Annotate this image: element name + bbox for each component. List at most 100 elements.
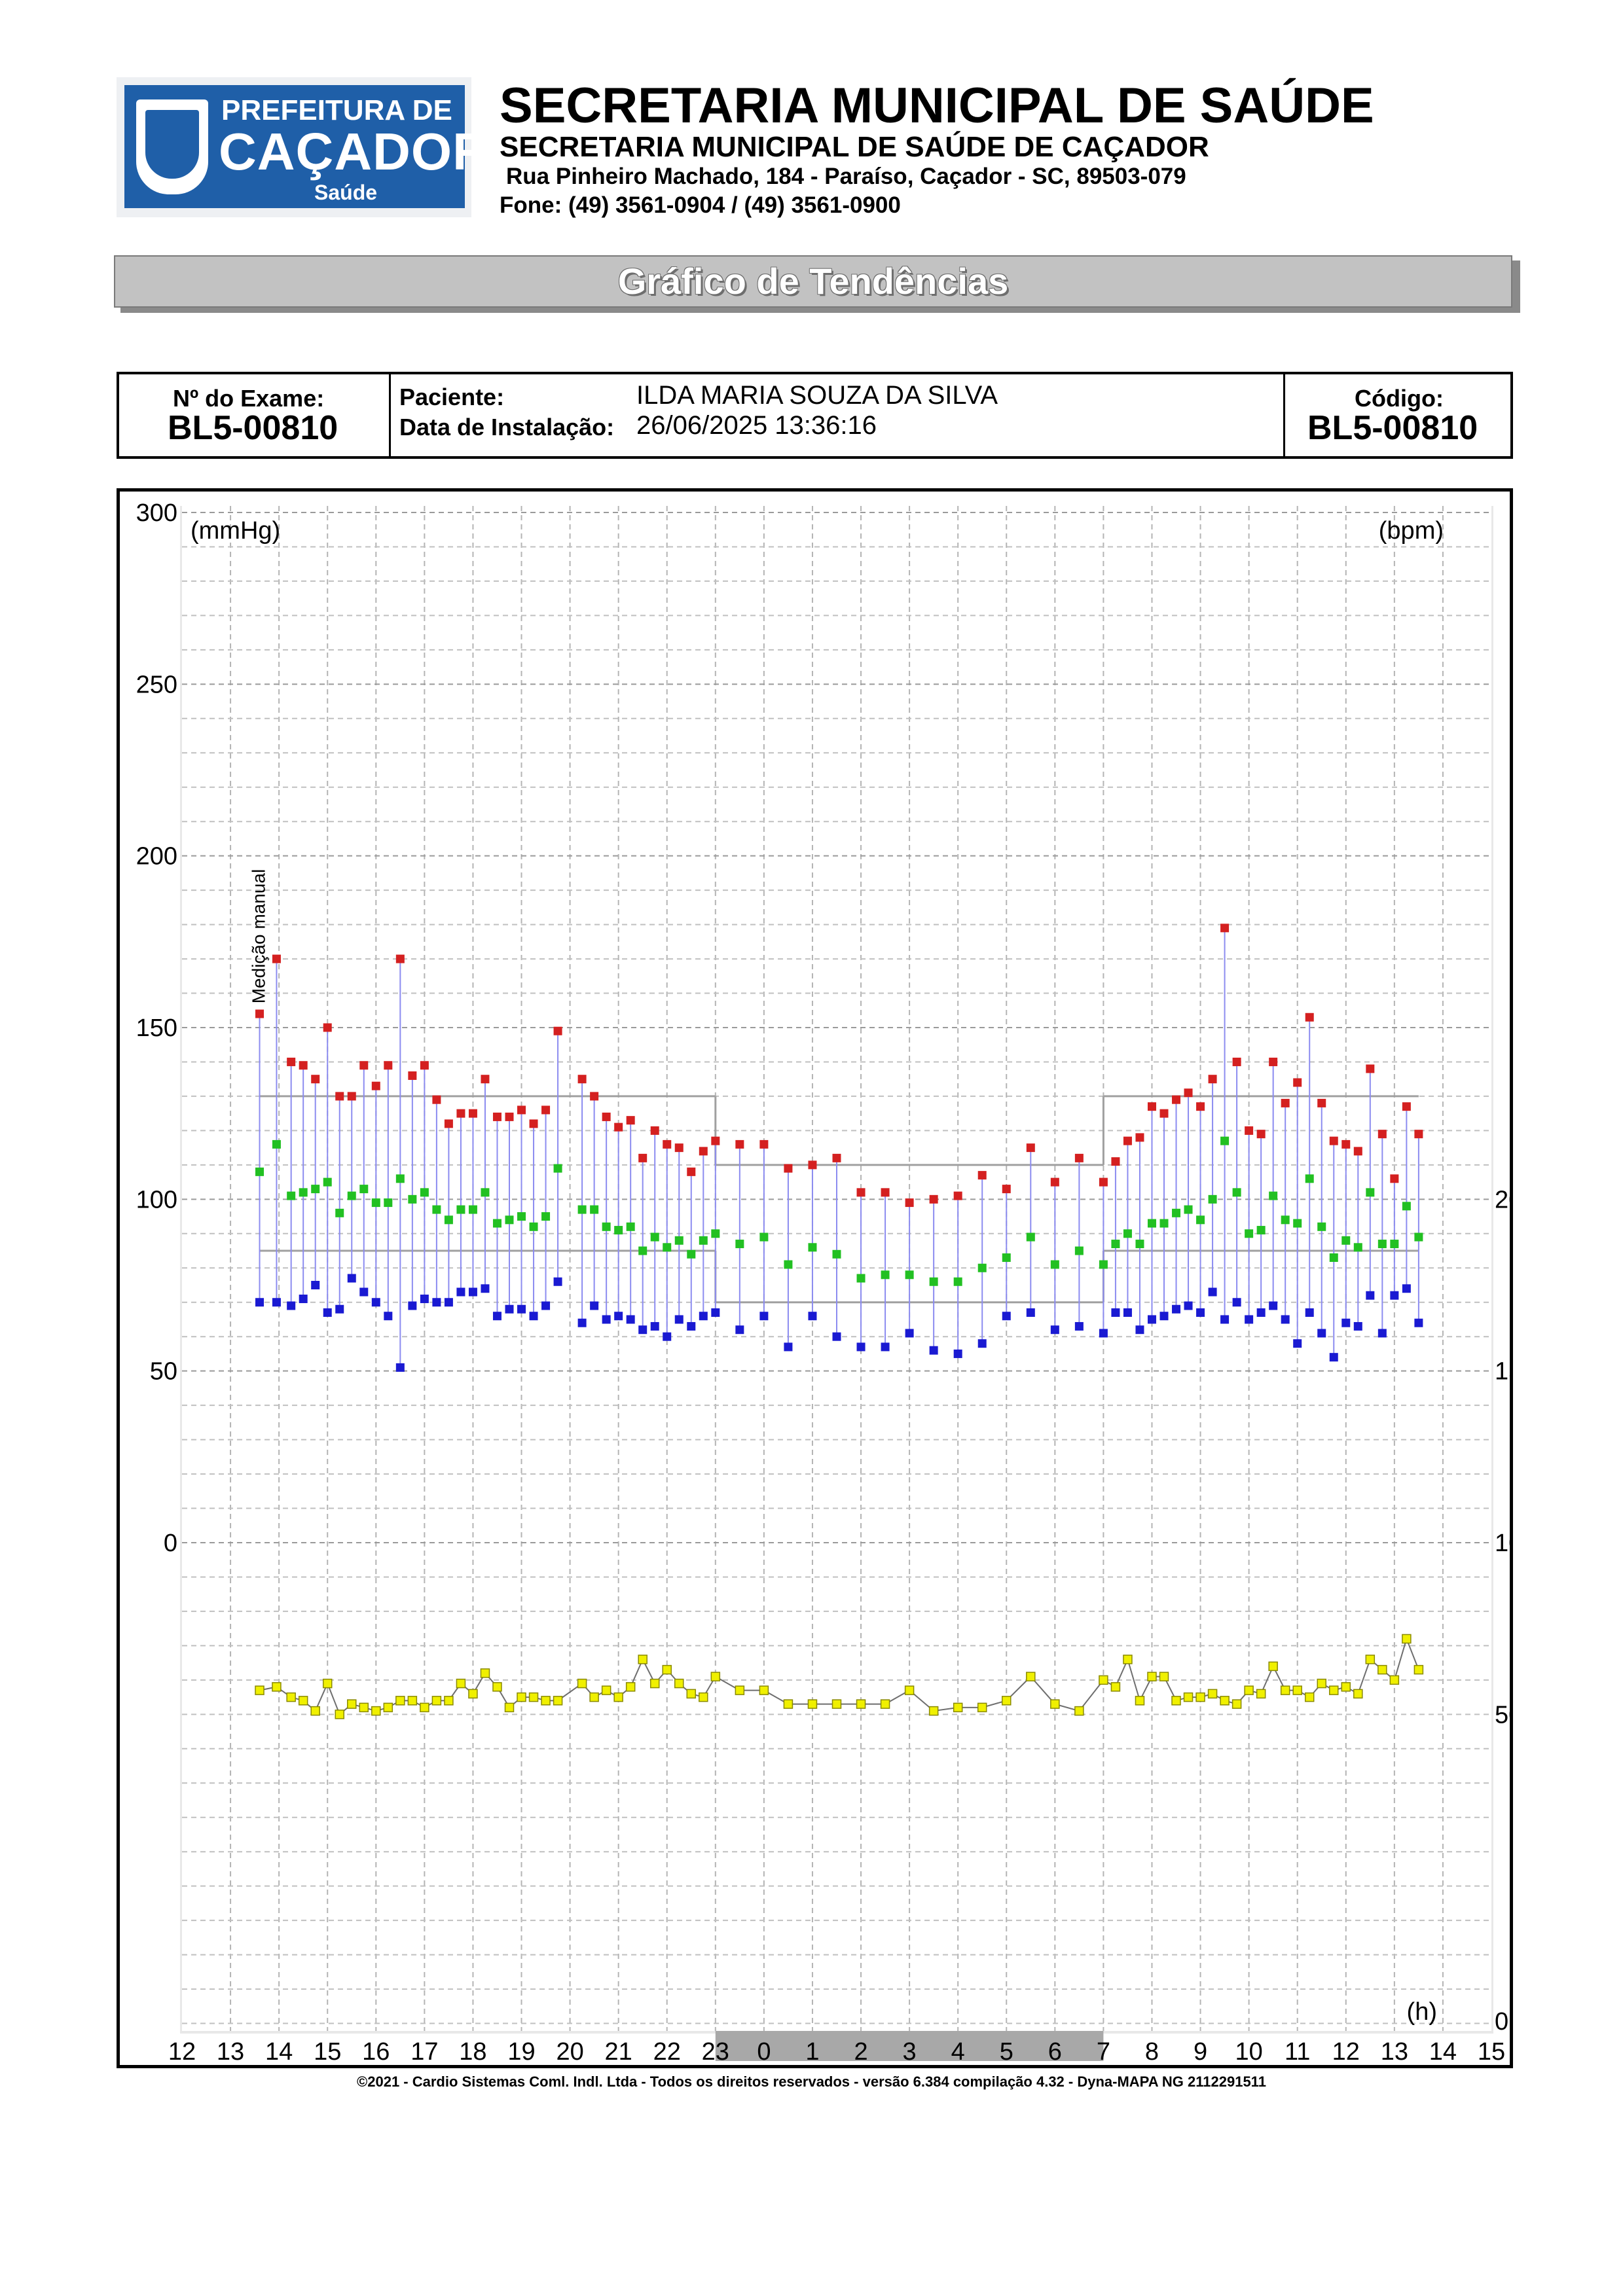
heart-rate-point [420,1702,429,1713]
x-axis-tick-label: 12 [1332,2038,1360,2065]
mean-point [687,1249,696,1259]
left-axis-tick-label: 300 [136,499,177,527]
mean-point [808,1243,817,1252]
diastolic-point [517,1304,526,1314]
mean-point [1172,1208,1181,1217]
heart-rate-point [1268,1661,1278,1672]
systolic-point [505,1112,514,1121]
systolic-point [529,1119,538,1128]
right-axis-tick-label: 150 [1495,1358,1510,1386]
heart-rate-point [686,1689,697,1699]
diastolic-point [929,1346,938,1355]
heart-rate-point [528,1692,539,1702]
heart-rate-point [383,1702,393,1713]
systolic-point [1208,1075,1217,1084]
diastolic-point [699,1312,708,1321]
diastolic-point [905,1329,914,1338]
systolic-point [335,1092,344,1101]
systolic-point [881,1188,890,1197]
x-axis-tick-label: 6 [1048,2038,1062,2065]
diastolic-point [1269,1301,1278,1310]
x-axis-tick-label: 1 [805,2038,819,2065]
mean-point [1002,1253,1011,1263]
mean-point [420,1188,429,1197]
systolic-point [1353,1147,1362,1156]
systolic-point [602,1112,611,1121]
diastolic-point [395,1363,405,1372]
left-axis-tick-label: 250 [136,671,177,698]
x-axis-tick-label: 2 [854,2038,867,2065]
diastolic-point [638,1325,647,1335]
x-axis-tick-label: 3 [903,2038,917,2065]
systolic-point [614,1122,623,1132]
x-axis-tick-label: 7 [1097,2038,1110,2065]
mean-point [1414,1232,1423,1242]
diastolic-point [432,1298,441,1307]
heart-rate-point [1220,1696,1230,1706]
mean-point [856,1274,866,1283]
diastolic-point [1366,1291,1375,1300]
systolic-point [553,1026,562,1035]
mean-point [1293,1219,1302,1228]
mean-point [1317,1222,1326,1231]
patient-label: Paciente: [399,384,505,410]
systolic-point [699,1147,708,1156]
diastolic-point [577,1318,587,1327]
heart-rate-point [1207,1689,1218,1699]
diastolic-point [674,1315,684,1324]
heart-rate-point [1159,1672,1169,1681]
right-axis-unit: (bpm) [1379,517,1444,545]
mean-point [272,1139,281,1149]
right-axis-tick-label: 200 [1495,1186,1510,1213]
diastolic-point [359,1287,369,1297]
heart-rate-point [783,1699,793,1709]
diastolic-point [614,1312,623,1321]
heart-rate-point [1365,1655,1376,1664]
systolic-point [1135,1133,1144,1142]
mean-point [1184,1205,1193,1214]
diastolic-point [347,1274,356,1283]
x-axis-tick-label: 8 [1145,2038,1159,2065]
heart-rate-point [1050,1699,1060,1709]
mean-point [590,1205,599,1214]
heart-rate-point [1026,1672,1036,1681]
code-label: Código: [1355,385,1444,412]
systolic-point [517,1105,526,1115]
diastolic-point [808,1312,817,1321]
x-axis-tick-label: 20 [556,2038,583,2065]
systolic-point [953,1191,962,1200]
left-axis-tick-label: 50 [150,1358,177,1386]
systolic-point [1147,1102,1156,1111]
info-divider [389,374,391,456]
diastolic-point [456,1287,465,1297]
mean-point [1111,1240,1120,1249]
logo-line-2: CAÇADOR [219,122,491,181]
heart-rate-point [977,1702,987,1713]
systolic-point [347,1092,356,1101]
systolic-point [468,1109,477,1118]
systolic-point [1414,1130,1423,1139]
mean-point [977,1263,987,1272]
heart-rate-point [1074,1706,1084,1716]
diastolic-point [735,1325,744,1335]
mean-point [1123,1229,1132,1238]
mean-point [299,1188,308,1197]
systolic-point [1256,1130,1266,1139]
header-address: Rua Pinheiro Machado, 184 - Paraíso, Caç… [506,164,1186,189]
heart-rate-point [298,1696,308,1706]
x-axis-tick-label: 22 [653,2038,681,2065]
x-axis-tick-label: 14 [1429,2038,1457,2065]
header-title: SECRETARIA MUNICIPAL DE SAÚDE [500,78,1374,134]
mean-point [1353,1243,1362,1252]
heart-rate-point [1123,1655,1133,1664]
x-axis-tick-label: 23 [702,2038,729,2065]
diastolic-point [602,1315,611,1324]
systolic-point [638,1153,647,1162]
diastolic-point [505,1304,514,1314]
diastolic-point [1281,1315,1290,1324]
diastolic-point [1329,1353,1338,1362]
install-date-value: 26/06/2025 13:36:16 [636,411,877,440]
systolic-point [1123,1136,1132,1145]
mean-point [529,1222,538,1231]
systolic-point [408,1071,417,1080]
